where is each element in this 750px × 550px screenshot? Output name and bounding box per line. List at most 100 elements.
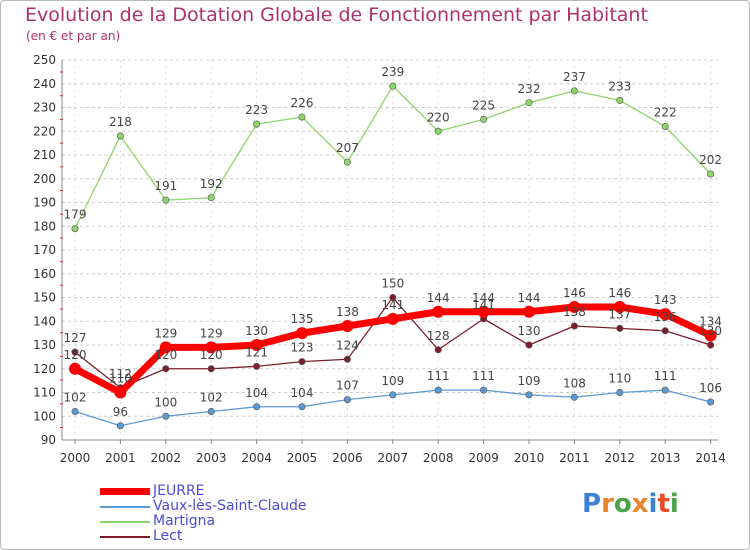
logo-letter: t [657, 489, 670, 519]
data-label-jeurre: 146 [563, 286, 586, 300]
x-tick-label: 2004 [241, 451, 272, 465]
data-label-jeurre: 110 [109, 372, 132, 386]
legend-item-vaux-l-s-saint-claude: Vaux-lès-Saint-Claude [100, 499, 307, 514]
legend-item-jeurre: JEURRE [100, 484, 307, 499]
data-label-jeurre: 138 [336, 305, 359, 319]
data-point-martigna [343, 158, 351, 166]
x-tick-label: 2008 [423, 451, 454, 465]
data-point-martigna [434, 127, 442, 135]
data-label-martigna: 222 [654, 106, 677, 120]
data-label-vaux-l-s-saint-claude: 104 [245, 386, 268, 400]
logo-letter: i [669, 489, 679, 519]
legend-swatch [100, 520, 150, 523]
chart-subtitle: (en € et par an) [26, 29, 121, 43]
data-point-martigna [162, 196, 170, 204]
data-point-jeurre [477, 305, 490, 318]
data-label-jeurre: 135 [291, 312, 314, 326]
x-tick-label: 2003 [196, 451, 227, 465]
legend-label: Martigna [153, 513, 216, 529]
data-label-martigna: 220 [427, 110, 450, 124]
data-point-lect [707, 341, 715, 349]
y-tick-label: 210 [33, 148, 56, 162]
y-tick-label: 120 [33, 362, 56, 376]
data-label-martigna: 223 [245, 103, 268, 117]
series-jeurre [69, 301, 717, 399]
data-point-martigna [116, 132, 124, 140]
data-label-vaux-l-s-saint-claude: 106 [699, 381, 722, 395]
data-point-vaux-l-s-saint-claude [525, 391, 533, 399]
data-point-martigna [71, 225, 79, 233]
data-label-martigna: 233 [608, 79, 631, 93]
legend-swatch [100, 488, 150, 495]
data-point-martigna [207, 194, 215, 202]
data-point-vaux-l-s-saint-claude [661, 386, 669, 394]
y-tick-label: 250 [33, 53, 56, 67]
data-label-jeurre: 144 [518, 291, 541, 305]
data-point-martigna [616, 96, 624, 104]
data-label-lect: 120 [154, 348, 177, 362]
legend-item-lect: Lect [100, 529, 307, 544]
proxiti-logo: Proxiti [582, 489, 679, 519]
data-point-lect [162, 365, 170, 373]
data-point-lect [207, 365, 215, 373]
data-point-vaux-l-s-saint-claude [570, 393, 578, 401]
data-point-vaux-l-s-saint-claude [480, 386, 488, 394]
legend-label: JEURRE [153, 483, 205, 499]
x-tick-label: 2009 [468, 451, 499, 465]
x-tick-label: 2007 [378, 451, 409, 465]
data-label-lect: 130 [518, 324, 541, 338]
data-point-vaux-l-s-saint-claude [162, 412, 170, 420]
x-tick-label: 2002 [151, 451, 182, 465]
data-point-vaux-l-s-saint-claude [298, 403, 306, 411]
data-point-jeurre [250, 339, 263, 351]
y-tick-label: 180 [33, 219, 56, 233]
data-label-vaux-l-s-saint-claude: 108 [563, 376, 586, 390]
x-tick-label: 2013 [650, 451, 681, 465]
data-label-vaux-l-s-saint-claude: 100 [154, 395, 177, 409]
series-group [69, 82, 717, 430]
logo-letter: o [613, 489, 632, 519]
data-label-jeurre: 120 [64, 348, 87, 362]
data-label-martigna: 225 [472, 98, 495, 112]
data-point-lect [343, 355, 351, 363]
data-label-lect: 141 [472, 298, 495, 312]
data-point-jeurre [205, 341, 218, 354]
data-point-lect [525, 341, 533, 349]
data-label-jeurre: 144 [427, 291, 450, 305]
legend-swatch [100, 505, 150, 508]
legend-label: Lect [153, 528, 183, 544]
data-point-vaux-l-s-saint-claude [434, 386, 442, 394]
data-point-lect [570, 322, 578, 330]
data-label-lect: 124 [336, 338, 359, 352]
data-label-lect: 138 [563, 305, 586, 319]
data-point-jeurre [296, 327, 308, 340]
data-point-jeurre [613, 301, 626, 313]
data-label-lect: 136 [654, 310, 677, 324]
data-label-martigna: 179 [64, 208, 87, 222]
data-label-martigna: 239 [381, 65, 404, 79]
logo-letter: i [648, 489, 658, 519]
y-tick-label: 160 [33, 267, 56, 281]
y-tick-label: 170 [33, 243, 56, 257]
data-label-martigna: 226 [291, 96, 314, 110]
series-vaux-l-s-saint-claude [71, 386, 715, 430]
data-point-jeurre [523, 305, 535, 318]
data-label-lect: 121 [245, 345, 268, 359]
logo-letter: x [631, 489, 649, 519]
data-label-martigna: 218 [109, 115, 132, 129]
data-label-lect: 128 [427, 329, 450, 343]
data-label-jeurre: 144 [472, 291, 495, 305]
data-point-martigna [707, 170, 715, 178]
legend: JEURRE Vaux-lès-Saint-Claude Martigna Lect [100, 484, 307, 544]
data-label-vaux-l-s-saint-claude: 109 [381, 374, 404, 388]
data-point-jeurre [432, 305, 445, 318]
data-point-martigna [525, 99, 533, 107]
x-tick-label: 2000 [60, 451, 91, 465]
data-label-lect: 112 [109, 367, 132, 381]
data-point-vaux-l-s-saint-claude [253, 403, 261, 411]
y-tick-label: 240 [33, 77, 56, 91]
data-label-lect: 123 [291, 341, 314, 355]
data-label-martigna: 207 [336, 141, 359, 155]
y-tick-label: 200 [33, 172, 56, 186]
